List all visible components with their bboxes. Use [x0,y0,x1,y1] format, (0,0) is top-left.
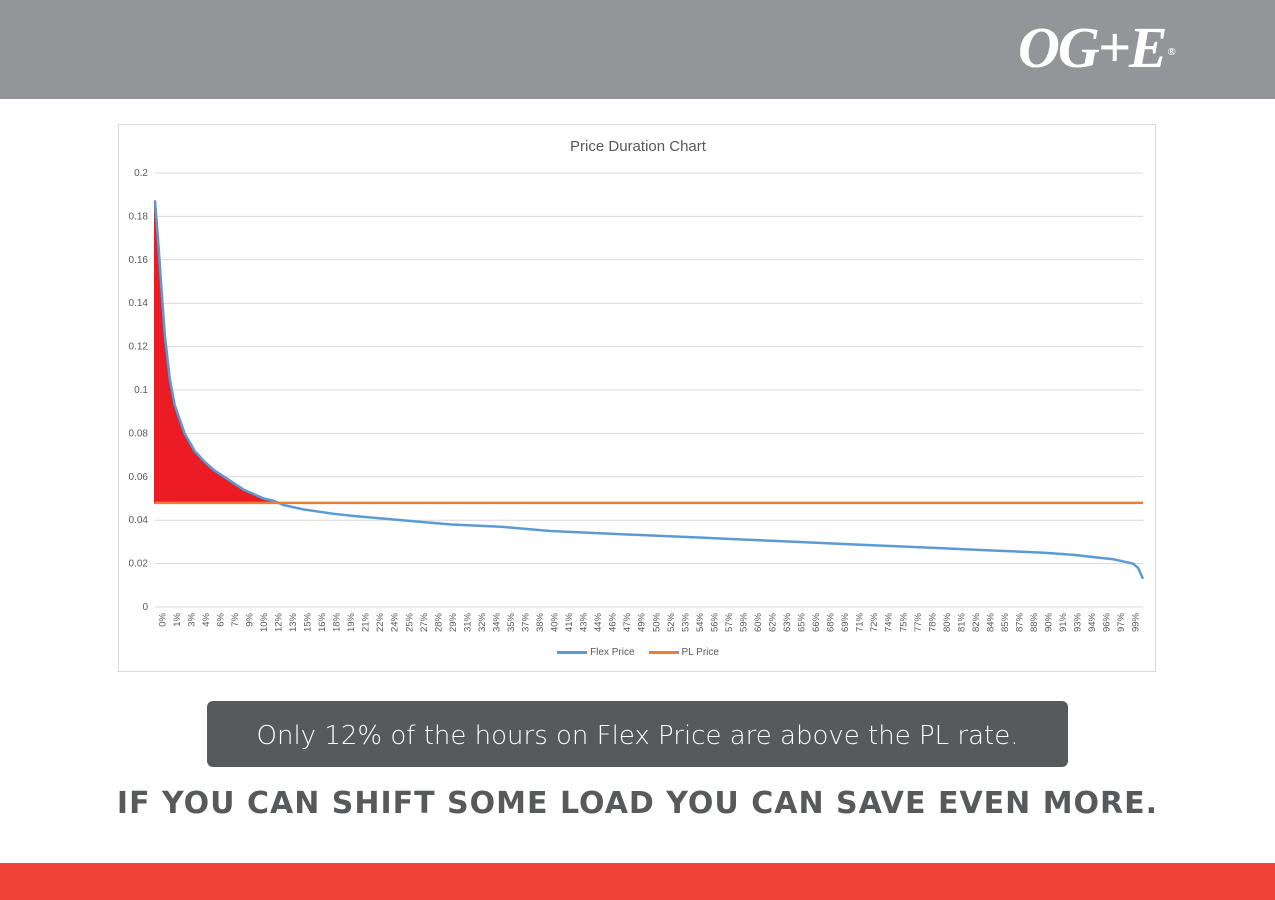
y-tick-label: 0 [142,602,148,613]
footer-bar [0,863,1275,900]
x-tick-label: 19% [346,612,357,632]
legend-swatch-pl [648,651,679,654]
x-tick-label: 52% [666,612,677,632]
x-tick-label: 60% [753,612,764,632]
x-tick-label: 32% [477,612,488,632]
x-tick-label: 43% [579,612,590,632]
x-tick-label: 6% [215,612,226,626]
x-tick-label: 40% [550,612,561,632]
x-tick-label: 16% [317,612,328,632]
x-tick-label: 1% [172,612,183,626]
x-tick-label: 46% [608,612,619,632]
x-tick-label: 25% [404,612,415,632]
x-tick-label: 96% [1102,612,1113,632]
highlight-area [154,200,275,504]
x-tick-label: 77% [913,612,924,632]
x-tick-label: 0% [157,612,168,626]
x-tick-label: 31% [462,612,473,632]
x-tick-label: 72% [869,612,880,632]
y-tick-label: 0.18 [129,211,149,222]
x-tick-label: 50% [651,612,662,632]
x-tick-label: 57% [724,612,735,632]
x-tick-label: 71% [855,612,866,632]
callout-box: Only 12% of the hours on Flex Price are … [207,701,1068,767]
x-tick-label: 28% [433,612,444,632]
x-tick-label: 9% [244,612,255,626]
price-duration-chart: Price Duration Chart 0 0.02 0.04 0.06 0.08 0.… [118,124,1156,672]
x-tick-label: 38% [535,612,546,632]
x-tick-label: 21% [361,612,372,632]
x-tick-label: 99% [1131,612,1142,632]
y-tick-label: 0.16 [129,255,149,266]
x-tick-label: 82% [971,612,982,632]
x-tick-label: 47% [622,612,633,632]
y-tick-label: 0.12 [129,342,149,353]
logo-text: OG+E [1018,15,1168,80]
y-tick-label: 0.06 [129,472,149,483]
x-tick-label: 81% [956,612,967,632]
x-tick-label: 54% [695,612,706,632]
y-tick-label: 0.04 [129,515,149,526]
x-tick-label: 62% [768,612,779,632]
tagline: IF YOU CAN SHIFT SOME LOAD YOU CAN SAVE … [116,786,1159,821]
x-tick-label: 91% [1058,612,1069,632]
x-tick-label: 56% [709,612,720,632]
flex-price-line [153,201,1145,580]
chart-legend: Flex Price PL Price [119,647,1157,658]
x-tick-label: 88% [1029,612,1040,632]
legend-label-pl: PL Price [681,647,719,658]
x-tick-label: 85% [1000,612,1011,632]
x-tick-label: 94% [1087,612,1098,632]
callout-text: Only 12% of the hours on Flex Price are … [256,721,1019,751]
x-tick-label: 75% [898,612,909,632]
x-tick-label: 7% [230,612,241,626]
legend-item-flex-price: Flex Price [557,647,635,658]
x-tick-label: 68% [826,612,837,632]
x-tick-label: 41% [564,612,575,632]
x-tick-label: 59% [738,612,749,632]
x-tick-label: 90% [1044,612,1055,632]
x-tick-label: 49% [637,612,648,632]
x-tick-label: 63% [782,612,793,632]
legend-label-flex: Flex Price [590,647,635,658]
x-tick-label: 97% [1116,612,1127,632]
x-tick-label: 93% [1073,612,1084,632]
x-tick-label: 12% [274,612,285,632]
x-tick-label: 15% [303,612,314,632]
x-tick-label: 37% [521,612,532,632]
chart-svg: 0 0.02 0.04 0.06 0.08 0.1 0.12 0.14 0.16 0.18 0.2 0… [129,168,1145,632]
x-tick-label: 53% [680,612,691,632]
x-tick-label: 13% [288,612,299,632]
x-tick-label: 87% [1015,612,1026,632]
y-tick-label: 0.14 [129,298,149,309]
x-tick-label: 18% [332,612,343,632]
x-tick-label: 74% [884,612,895,632]
y-tick-label: 0.08 [129,428,149,439]
x-tick-label: 44% [593,612,604,632]
x-tick-label: 35% [506,612,517,632]
x-tick-label: 29% [448,612,459,632]
x-tick-label: 3% [186,612,197,626]
x-tick-label: 69% [840,612,851,632]
x-tick-label: 34% [491,612,502,632]
chart-title: Price Duration Chart [570,138,706,155]
header-bar: OG+E ® [0,0,1275,99]
x-tick-label: 80% [942,612,953,632]
x-tick-label: 65% [797,612,808,632]
x-tick-label: 10% [259,612,270,632]
x-tick-label: 78% [927,612,938,632]
x-tick-label: 4% [201,612,212,626]
x-tick-label: 27% [419,612,430,632]
registered-mark: ® [1167,46,1176,58]
y-tick-label: 0.1 [134,385,148,396]
x-tick-label: 84% [985,612,996,632]
x-tick-label: 24% [390,612,401,632]
x-tick-label: 66% [811,612,822,632]
legend-item-pl-price: PL Price [648,647,719,658]
y-tick-label: 0.02 [129,559,149,570]
legend-swatch-flex [557,651,588,654]
x-tick-label: 22% [375,612,386,632]
ogE-logo: OG+E ® [1018,15,1176,80]
y-tick-label: 0.2 [134,168,148,179]
